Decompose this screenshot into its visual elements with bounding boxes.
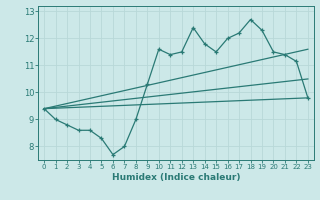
X-axis label: Humidex (Indice chaleur): Humidex (Indice chaleur) [112, 173, 240, 182]
